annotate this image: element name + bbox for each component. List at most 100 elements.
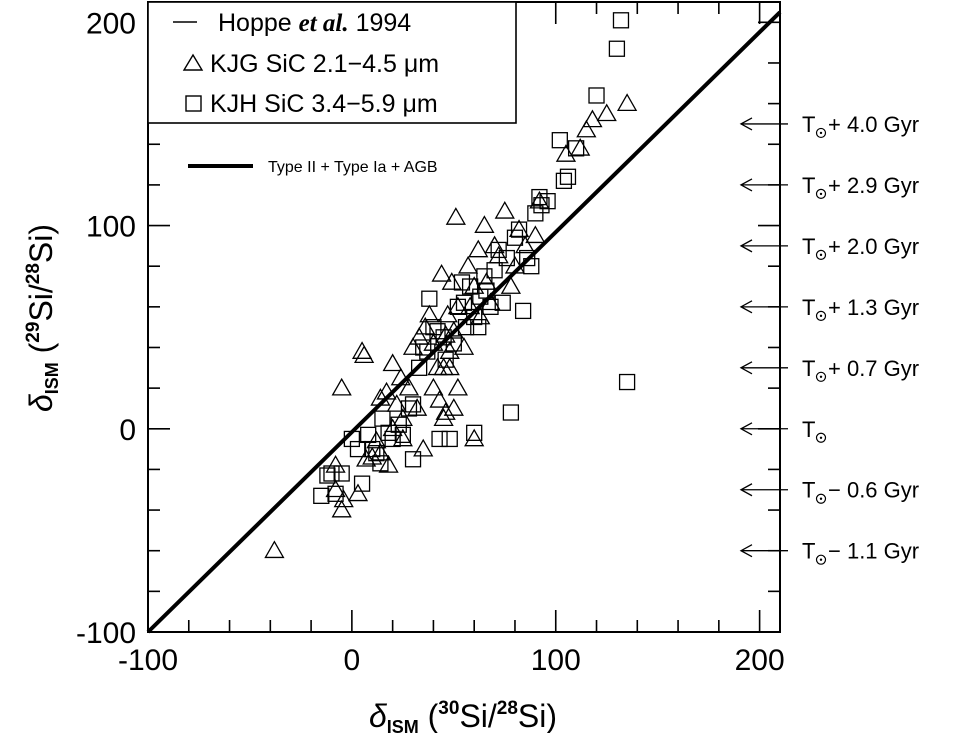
kjg-point — [443, 398, 464, 416]
arrow-offset-label: + 2.0 Gyr — [828, 234, 919, 259]
kjh-point — [453, 274, 471, 291]
kjh-point — [364, 440, 381, 458]
kjh-point — [319, 467, 336, 484]
sun-symbol — [815, 249, 827, 260]
arrow-head — [739, 117, 753, 131]
kjh-point — [502, 404, 520, 421]
kjh-point — [343, 430, 361, 448]
kjh-point — [618, 373, 636, 391]
arrow-offset-label: − 1.1 Gyr — [828, 539, 919, 564]
kjg-point — [474, 215, 495, 233]
sun-symbol-dot — [819, 131, 823, 135]
kjh-point — [559, 168, 577, 185]
kjg-point — [413, 438, 434, 457]
kjg-point — [378, 455, 399, 473]
arrow-label: T — [802, 356, 815, 381]
kjg-point — [435, 402, 456, 420]
kjh-point — [498, 249, 515, 267]
kjg-point — [441, 272, 462, 290]
kjh-point — [482, 298, 499, 315]
kjh-point — [608, 40, 626, 57]
kjh-point — [374, 410, 391, 427]
arrow-offset-label: + 0.7 Gyr — [828, 356, 919, 381]
kjh-point — [404, 396, 422, 413]
kjg-point — [494, 201, 515, 219]
sun-symbol-dot — [819, 497, 823, 500]
kjh-point — [533, 197, 550, 214]
kjh-point — [421, 290, 438, 307]
arrow-head — [739, 361, 753, 375]
kjg-point — [419, 304, 440, 323]
arrow-offset-label: + 4.0 Gyr — [828, 112, 919, 137]
kjg-point — [464, 428, 485, 447]
kjh-point — [466, 308, 483, 326]
x-tick-label: 0 — [344, 644, 361, 677]
kjh-point — [588, 87, 605, 104]
kjh-point — [394, 426, 411, 444]
sun-symbol-dot — [819, 253, 823, 257]
kjh-point — [445, 335, 462, 352]
y-tick-label: 200 — [86, 7, 136, 40]
kjg-point — [406, 398, 428, 416]
kjg-point — [468, 239, 489, 258]
kjh-point — [384, 430, 401, 448]
arrow-head — [739, 178, 753, 192]
legend-kjg-label: KJG SiC 2.1−4.5 μm — [210, 50, 439, 78]
kjg-point — [464, 276, 485, 294]
kjh-point — [410, 359, 428, 376]
arrow-label: T — [802, 112, 815, 137]
kjh-point — [333, 465, 350, 482]
kjg-point — [409, 327, 430, 345]
arrow-head — [739, 300, 753, 314]
arrow-head — [739, 422, 753, 436]
kjg-point — [582, 109, 603, 128]
kjh-point — [523, 258, 540, 275]
kjh-point — [441, 430, 458, 448]
arrow-label: T — [802, 295, 815, 320]
kjg-point — [331, 377, 352, 396]
sun-symbol-dot — [819, 558, 823, 561]
sun-symbol — [815, 310, 827, 321]
kjh-point — [419, 343, 436, 360]
kjg-point — [264, 540, 285, 559]
sun-symbol — [815, 188, 827, 200]
sun-symbol — [815, 371, 827, 382]
sun-symbol-dot — [819, 375, 823, 379]
kjh-point — [425, 319, 442, 336]
kjg-point — [484, 235, 505, 254]
kjh-point — [539, 193, 556, 210]
kjg-point — [596, 103, 617, 122]
kjh-point — [476, 268, 493, 285]
kjh-point — [510, 221, 528, 238]
arrow-head — [739, 483, 753, 497]
arrow-head — [739, 544, 753, 558]
kjh-point — [323, 465, 340, 482]
kjg-point — [576, 119, 597, 138]
sun-symbol-dot — [819, 192, 823, 196]
sun-symbol — [815, 493, 827, 504]
axis-labels: δISM (30Si/28Si) δISM (29Si/28Si) — [23, 224, 557, 733]
time-arrows: T + 4.0 Gyr T + 2.9 Gyr T + 2.0 Gyr T + 1.3… — [739, 112, 919, 565]
kjg-point — [445, 207, 466, 225]
arrow-label: T — [802, 173, 815, 198]
arrow-offset-label: + 1.3 Gyr — [828, 295, 919, 320]
kjg-point — [402, 337, 424, 355]
kjg-point — [333, 489, 354, 508]
sun-symbol — [815, 554, 827, 565]
kjh-point — [327, 485, 344, 502]
x-axis-title: δISM (30Si/28Si) — [369, 698, 557, 733]
y-tick-label: 100 — [86, 211, 136, 244]
kjg-point — [390, 367, 411, 386]
kjg-point — [555, 144, 577, 162]
arrow-label: T — [802, 539, 815, 564]
kjh-point — [349, 440, 367, 458]
kjg-point — [447, 296, 469, 315]
kjh-point — [431, 430, 448, 448]
sun-symbol — [815, 432, 827, 443]
kjh-point — [514, 302, 532, 320]
sun-symbol-dot — [819, 436, 823, 439]
legend: Hoppe et al. 1994 KJG SiC 2.1−4.5 μm KJH S… — [147, 1, 517, 176]
arrow-offset-label: + 2.9 Gyr — [828, 173, 919, 198]
kjh-point — [472, 288, 489, 305]
sun-symbol — [815, 127, 827, 139]
